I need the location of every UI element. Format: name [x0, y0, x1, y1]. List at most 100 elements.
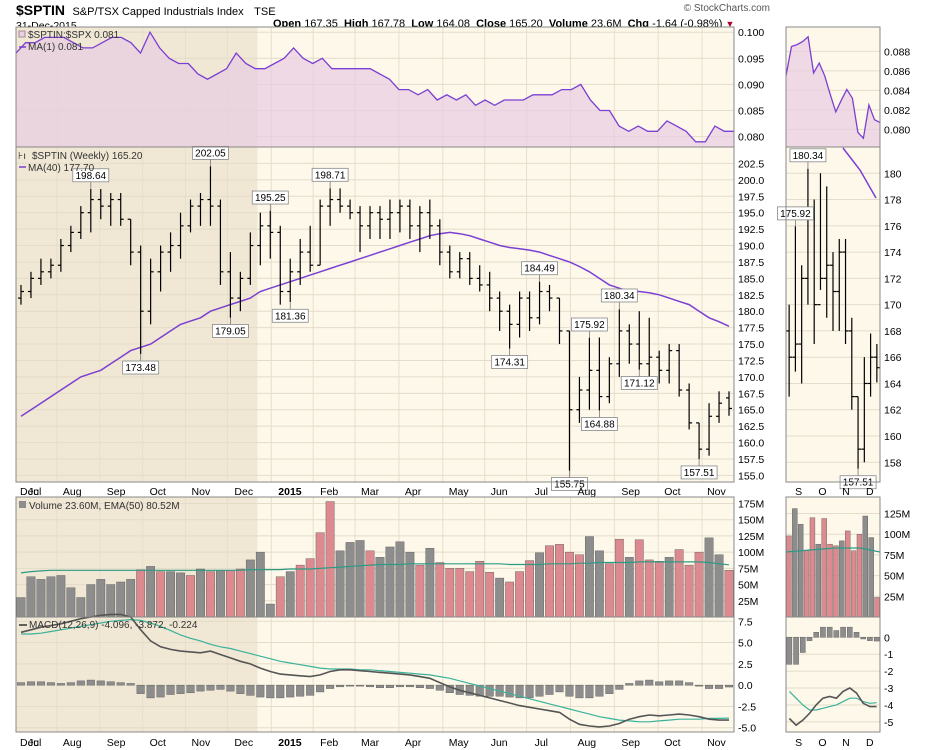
macd-tick-label: -2.5	[738, 701, 756, 713]
zoom-price-tick-label: 180	[884, 168, 902, 180]
volume-bar	[245, 559, 255, 618]
volume-bar	[265, 603, 275, 618]
zoom-ratio-line	[785, 35, 881, 140]
mid-axis-x-label: Feb	[320, 486, 338, 498]
macd-histogram-bar	[515, 684, 524, 699]
volume-bar	[505, 581, 515, 618]
volume-bar	[335, 550, 345, 618]
volume-bar	[684, 564, 694, 618]
volume-bar	[355, 540, 365, 618]
price-callout-label: 195.25	[255, 193, 286, 204]
price-callout-label: 198.71	[315, 170, 346, 181]
bottom-axis-x-label: Apr	[405, 737, 422, 749]
bottom-axis-x-label: Feb	[320, 737, 338, 749]
volume-bar	[644, 559, 654, 618]
zoom-price-tick-label: 162	[884, 405, 902, 417]
volume-bar	[535, 552, 544, 618]
down-arrow-icon: ▼	[725, 19, 735, 29]
volume-bar	[525, 560, 534, 618]
volume-bar	[285, 571, 295, 618]
volume-bar	[295, 564, 305, 618]
zoom-price-tick-label: 176	[884, 221, 902, 233]
volume-bar	[704, 537, 714, 618]
macd-histogram-bar	[176, 684, 185, 694]
macd-histogram-bar	[585, 684, 594, 699]
ratio-tick-label: 0.080	[738, 132, 764, 144]
exchange: TSE	[254, 6, 276, 18]
volume-bar	[255, 551, 265, 618]
volume-bar	[46, 576, 56, 618]
macd-histogram-bar	[635, 680, 644, 686]
zoom-mid-x-label: D	[866, 486, 874, 498]
macd-histogram-bar	[296, 684, 305, 697]
macd-histogram-bar	[166, 684, 175, 695]
volume-bar	[545, 545, 554, 618]
volume-bar	[66, 587, 76, 618]
price-tick-label: 187.5	[738, 257, 764, 269]
macd-histogram-bar	[405, 684, 414, 688]
price-tick-label: 185.0	[738, 273, 764, 285]
volume-bar	[465, 571, 475, 618]
zoom-macd-histogram-bar	[833, 630, 840, 638]
price-callout-box	[72, 168, 110, 183]
mid-axis-x-label: 2015	[278, 486, 302, 498]
volume-tick-label: 100M	[738, 547, 764, 559]
zoom-macd-histogram-bar	[860, 637, 866, 640]
volume-ema50-line	[20, 561, 730, 574]
volume-bar	[176, 572, 185, 618]
bottom-axis-x-label: 2015	[278, 737, 302, 749]
macd-histogram-bar	[206, 684, 215, 691]
zoom-volume-tick-label: 75M	[884, 550, 904, 562]
zoom-macd-histogram-bar	[786, 637, 793, 665]
zoom-ratio-tick-label: 0.084	[884, 85, 910, 97]
macd-histogram-bar	[26, 681, 35, 686]
price-tick-label: 202.5	[738, 158, 764, 170]
volume-bar	[654, 561, 664, 618]
mid-axis-x-label: Oct	[664, 486, 680, 498]
macd-histogram-bar	[695, 684, 704, 687]
price-legend-label: $SPTIN (Weekly) 165.20	[32, 151, 143, 162]
zoom-price-tick-label: 170	[884, 300, 902, 312]
macd-histogram-bar	[136, 684, 145, 694]
mid-axis-x-label: May	[449, 486, 470, 498]
volume-bar	[136, 569, 146, 618]
zoom-macd-tick-label: -5	[884, 717, 893, 729]
price-tick-label: 197.5	[738, 191, 764, 203]
price-ma-legend-label: MA(40) 177.70	[28, 163, 95, 174]
price-tick-label: 195.0	[738, 208, 764, 220]
zoom-price-callout-box	[789, 148, 827, 163]
macd-histogram-bar	[96, 680, 105, 686]
ratio-tick-label: 0.100	[738, 27, 764, 39]
zoom-price-tick-label: 168	[884, 326, 902, 338]
volume-bar	[146, 566, 156, 618]
volume-legend-swatch	[19, 501, 26, 508]
price-callout-label: 179.05	[215, 326, 246, 337]
symbol: $SPTIN	[16, 2, 66, 18]
bottom-axis-x-label: Jun	[491, 737, 508, 749]
price-tick-label: 172.5	[738, 355, 764, 367]
mid-axis-x-label: Nov	[192, 486, 211, 498]
macd-tick-label: -5.0	[738, 723, 756, 735]
price-tick-label: 157.5	[738, 454, 764, 466]
mid-axis-x-label: Apr	[405, 486, 422, 498]
macd-histogram-bar	[725, 684, 734, 688]
zoom-volume-ema-line	[785, 547, 881, 553]
price-tick-label: 155.0	[738, 470, 764, 482]
price-tick-label: 177.5	[738, 323, 764, 335]
zoom-volume-tick-label: 125M	[884, 509, 910, 521]
volume-bar	[515, 571, 524, 618]
volume-bar	[36, 579, 46, 618]
zoom-macd-histogram-bar	[806, 637, 813, 641]
macd-histogram-bar	[76, 680, 85, 686]
price-callout-label: 180.34	[604, 291, 635, 302]
bottom-axis-x-label: Nov	[707, 737, 726, 749]
zoom-macd-histogram-bar	[847, 626, 853, 638]
zoom-volume-bar	[827, 543, 833, 618]
price-callout-label: 202.05	[195, 148, 226, 159]
volume-bar	[594, 550, 604, 618]
macd-histogram-bar	[196, 684, 205, 692]
panel-price-border	[15, 146, 735, 483]
zoom-volume-bar	[798, 524, 804, 618]
price-callout-label: 175.92	[574, 320, 605, 331]
